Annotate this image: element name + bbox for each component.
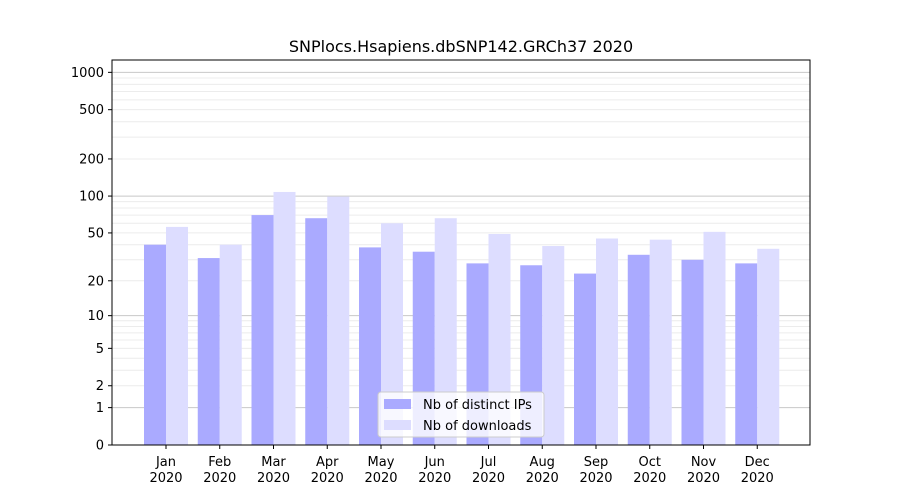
bar-downloads	[327, 196, 350, 445]
legend-swatch-ips	[384, 399, 411, 409]
bar-downloads	[273, 191, 296, 445]
y-tick-label: 50	[87, 226, 104, 241]
bar-downloads	[219, 244, 242, 445]
legend-label-downloads: Nb of downloads	[423, 419, 532, 434]
bars	[144, 191, 780, 445]
bar-downloads	[649, 239, 672, 445]
bar-downloads	[596, 238, 618, 445]
x-tick-label: Aug 2020	[526, 455, 559, 486]
x-tick-label: Feb 2020	[203, 455, 236, 486]
plot-frame	[111, 59, 811, 446]
bar-downloads	[166, 226, 188, 445]
chart-title: SNPlocs.Hsapiens.dbSNP142.GRCh37 2020	[289, 37, 633, 56]
x-tick-label: Oct 2020	[633, 455, 666, 486]
y-axis: 0 1 2 5 10 20 50 100 200 500 1000	[71, 66, 112, 454]
bar-distinct-ips	[681, 259, 704, 445]
bar-distinct-ips	[735, 263, 758, 445]
bar-distinct-ips	[574, 273, 596, 445]
bar-distinct-ips	[305, 218, 328, 445]
x-tick-label: Jul 2020	[472, 455, 505, 486]
x-tick-label: Jun 2020	[418, 455, 451, 486]
x-tick-label: May 2020	[364, 455, 397, 486]
y-tick-label: 1	[96, 401, 104, 416]
bar-distinct-ips	[627, 254, 650, 445]
bar-downloads	[381, 223, 403, 445]
bar-distinct-ips	[359, 247, 381, 445]
bar-downloads	[542, 246, 565, 445]
y-tick-label: 100	[79, 190, 104, 205]
legend-swatch-downloads	[384, 420, 411, 430]
x-tick-label: Jan 2020	[149, 455, 182, 486]
x-tick-label: Nov 2020	[687, 455, 720, 486]
bar-distinct-ips	[144, 244, 166, 445]
x-tick-label: Sep 2020	[579, 455, 612, 486]
legend-label-ips: Nb of distinct IPs	[423, 398, 532, 413]
x-axis: Jan 2020 Feb 2020 Mar 2020 Apr 2020 May 2020 Jun 20…	[149, 445, 774, 486]
x-tick-label: Mar 2020	[257, 455, 290, 486]
y-tick-label: 5	[96, 342, 104, 357]
bar-downloads	[757, 248, 780, 445]
y-tick-label: 10	[87, 309, 104, 324]
bar-downloads	[434, 218, 457, 445]
bar-distinct-ips	[251, 215, 274, 445]
y-tick-label: 200	[79, 152, 104, 167]
y-tick-label: 20	[87, 274, 104, 289]
legend-box	[377, 391, 545, 438]
legend: Nb of distinct IPs Nb of downloads	[377, 391, 545, 438]
x-tick-label: Dec 2020	[741, 455, 774, 486]
bar-distinct-ips	[197, 258, 220, 445]
y-tick-label: 500	[79, 103, 104, 118]
y-tick-label: 0	[96, 439, 104, 454]
y-tick-label: 2	[96, 379, 104, 394]
y-tick-label: 1000	[71, 66, 104, 81]
x-tick-label: Apr 2020	[311, 455, 344, 486]
bar-downloads	[703, 231, 726, 445]
